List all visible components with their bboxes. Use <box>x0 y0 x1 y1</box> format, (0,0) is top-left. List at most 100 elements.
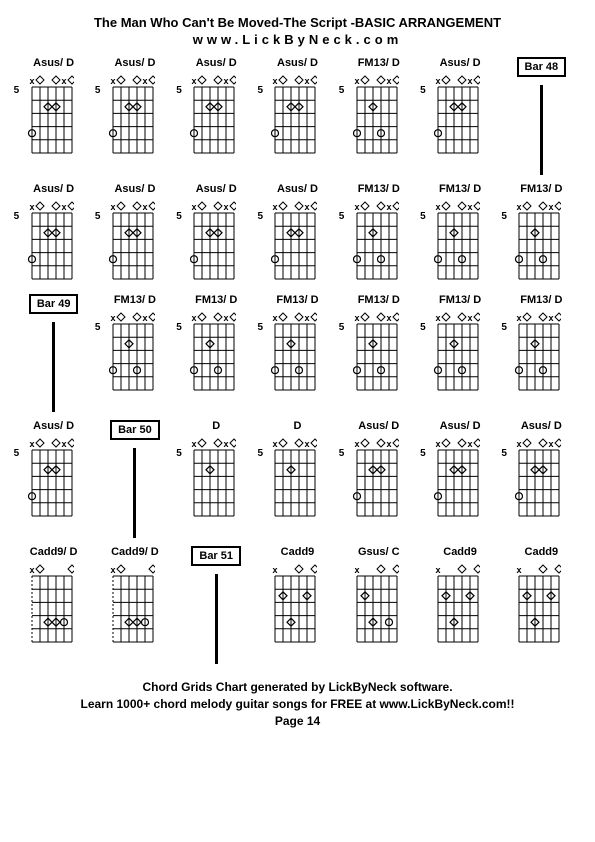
fret-label: 5 <box>176 322 182 333</box>
bar-line <box>215 574 218 664</box>
svg-text:x: x <box>517 565 522 575</box>
chord-cell: Asus/ D5xx <box>178 183 255 286</box>
footer: Chord Grids Chart generated by LickByNec… <box>15 679 580 729</box>
fret-label: 5 <box>176 85 182 96</box>
bar-line <box>540 85 543 175</box>
chord-name: Asus/ D <box>521 420 562 436</box>
svg-text:x: x <box>468 313 473 323</box>
chord-name: Asus/ D <box>277 183 318 199</box>
chord-cell: Asus/ D 5xx <box>15 57 92 175</box>
svg-text:x: x <box>192 202 197 212</box>
bar-marker-cell: Bar 51 <box>178 546 255 664</box>
fret-label: 5 <box>420 85 426 96</box>
svg-text:x: x <box>305 313 310 323</box>
svg-text:x: x <box>29 565 34 575</box>
fret-label: 5 <box>339 322 345 333</box>
svg-text:x: x <box>386 313 391 323</box>
chord-cell: Asus/ D5xx <box>96 183 173 286</box>
chord-diagram: 5xx <box>511 201 571 286</box>
chord-cell: Asus/ D 5xx <box>259 57 336 175</box>
svg-text:x: x <box>273 202 278 212</box>
chord-name: Gsus/ C <box>358 546 400 562</box>
svg-text:x: x <box>386 202 391 212</box>
chord-cell: Cadd9/ D x <box>15 546 92 664</box>
chord-cell: Asus/ D 5xx <box>178 57 255 175</box>
svg-text:x: x <box>354 439 359 449</box>
fret-label: 5 <box>14 85 20 96</box>
chord-diagram: 5xx <box>105 75 165 160</box>
svg-text:x: x <box>354 76 359 86</box>
chord-cell: FM13/ D 5xx <box>503 294 580 412</box>
fret-label: 5 <box>339 85 345 96</box>
chord-name: D <box>294 420 302 436</box>
chord-diagram: 5xx <box>349 312 409 397</box>
svg-text:x: x <box>436 313 441 323</box>
chord-name: FM13/ D <box>358 183 400 199</box>
svg-text:x: x <box>110 76 115 86</box>
chord-diagram: 5xx <box>24 75 84 160</box>
bar-marker-cell: Bar 48 <box>503 57 580 175</box>
chord-diagram: x <box>24 564 84 649</box>
chord-name: Asus/ D <box>33 57 74 73</box>
chord-name: D <box>212 420 220 436</box>
svg-text:x: x <box>110 313 115 323</box>
chord-diagram: x <box>105 564 165 649</box>
chord-diagram: 5xx <box>430 75 490 160</box>
chord-diagram: 5xx <box>267 312 327 397</box>
chord-cell: FM13/ D5xx <box>340 183 417 286</box>
fret-label: 5 <box>95 85 101 96</box>
svg-text:x: x <box>549 439 554 449</box>
svg-text:x: x <box>61 439 66 449</box>
chord-diagram: 5xx <box>511 312 571 397</box>
chord-diagram: 5xx <box>186 75 246 160</box>
chord-name: FM13/ D <box>195 294 237 310</box>
chord-cell: FM13/ D5xx <box>421 294 498 412</box>
fret-label: 5 <box>257 448 263 459</box>
chord-diagram: 5xx <box>267 75 327 160</box>
chord-cell: Asus/ D 5xx <box>15 183 92 286</box>
chord-name: Cadd9 <box>525 546 559 562</box>
chord-diagram: 5xx <box>105 201 165 286</box>
chord-diagram: 5xx <box>430 201 490 286</box>
chord-name: Asus/ D <box>440 420 481 436</box>
bar-marker-label: Bar 48 <box>517 57 567 77</box>
bar-marker-cell: Bar 49 <box>15 294 92 412</box>
chord-name: Asus/ D <box>196 57 237 73</box>
chord-name: Asus/ D <box>33 183 74 199</box>
chord-name: FM13/ D <box>520 294 562 310</box>
chord-diagram: 5xx <box>349 75 409 160</box>
fret-label: 5 <box>257 211 263 222</box>
svg-text:x: x <box>305 439 310 449</box>
chord-diagram: x <box>267 564 327 649</box>
chord-diagram: 5xx <box>24 438 84 523</box>
bar-marker-cell: Bar 50 <box>96 420 173 538</box>
fret-label: 5 <box>257 322 263 333</box>
bar-marker-label: Bar 51 <box>191 546 241 566</box>
chord-cell: FM13/ D 5xx <box>340 294 417 412</box>
chord-diagram: x <box>430 564 490 649</box>
fret-label: 5 <box>501 322 507 333</box>
fret-label: 5 <box>257 85 263 96</box>
bar-line <box>52 322 55 412</box>
chord-diagram: 5xx <box>24 201 84 286</box>
chord-name: Cadd9 <box>281 546 315 562</box>
svg-text:x: x <box>142 313 147 323</box>
svg-text:x: x <box>29 76 34 86</box>
chord-name: Cadd9/ D <box>30 546 78 562</box>
page-subtitle: www.LickByNeck.com <box>15 32 580 47</box>
page-title: The Man Who Can't Be Moved-The Script -B… <box>15 15 580 30</box>
chord-name: FM13/ D <box>520 183 562 199</box>
svg-text:x: x <box>142 202 147 212</box>
svg-text:x: x <box>224 313 229 323</box>
bar-marker-label: Bar 50 <box>110 420 160 440</box>
fret-label: 5 <box>339 448 345 459</box>
chord-cell: Asus/ D5xx <box>421 57 498 175</box>
chord-name: Asus/ D <box>277 57 318 73</box>
svg-text:x: x <box>110 565 115 575</box>
svg-text:x: x <box>517 202 522 212</box>
svg-text:x: x <box>273 439 278 449</box>
chord-name: Cadd9 <box>443 546 477 562</box>
chord-name: Cadd9/ D <box>111 546 159 562</box>
chord-name: FM13/ D <box>358 294 400 310</box>
chord-cell: FM13/ D5xx <box>96 294 173 412</box>
